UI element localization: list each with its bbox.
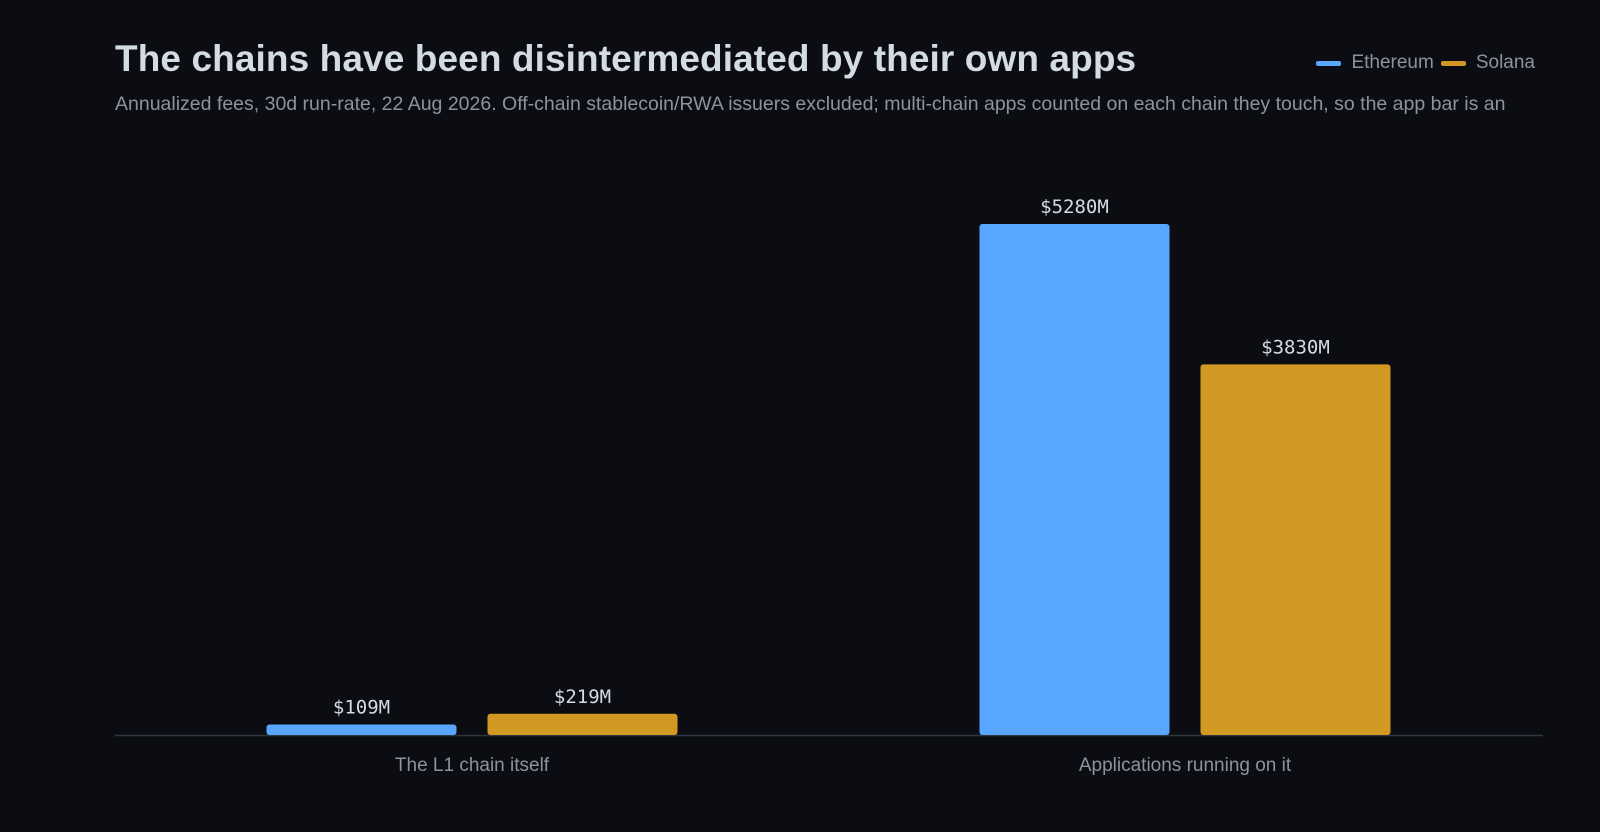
bar-solana-0 xyxy=(487,713,678,735)
data-label-solana-0: $219M xyxy=(554,686,611,708)
legend-item-ethereum: Ethereum xyxy=(1316,52,1434,74)
bar-ethereum-0 xyxy=(266,724,457,735)
legend-item-solana: Solana xyxy=(1440,52,1535,74)
chart-subtitle: Annualized fees, 30d run-rate, 22 Aug 20… xyxy=(115,93,1506,115)
legend-swatch-ethereum xyxy=(1316,60,1342,66)
bar-solana-1 xyxy=(1200,364,1391,735)
legend-swatch-solana xyxy=(1440,60,1466,66)
category-label-1: Applications running on it xyxy=(1079,755,1292,776)
legend: Ethereum Solana xyxy=(1309,52,1535,74)
bar-ethereum-1 xyxy=(979,224,1170,735)
data-label-ethereum-0: $109M xyxy=(333,696,390,718)
data-label-solana-1: $3830M xyxy=(1261,336,1330,358)
data-label-ethereum-1: $5280M xyxy=(1040,196,1109,218)
chart-title: The chains have been disintermediated by… xyxy=(115,38,1137,79)
legend-label-ethereum: Ethereum xyxy=(1351,52,1434,73)
category-label-0: The L1 chain itself xyxy=(395,755,550,776)
legend-label-solana: Solana xyxy=(1475,52,1535,73)
